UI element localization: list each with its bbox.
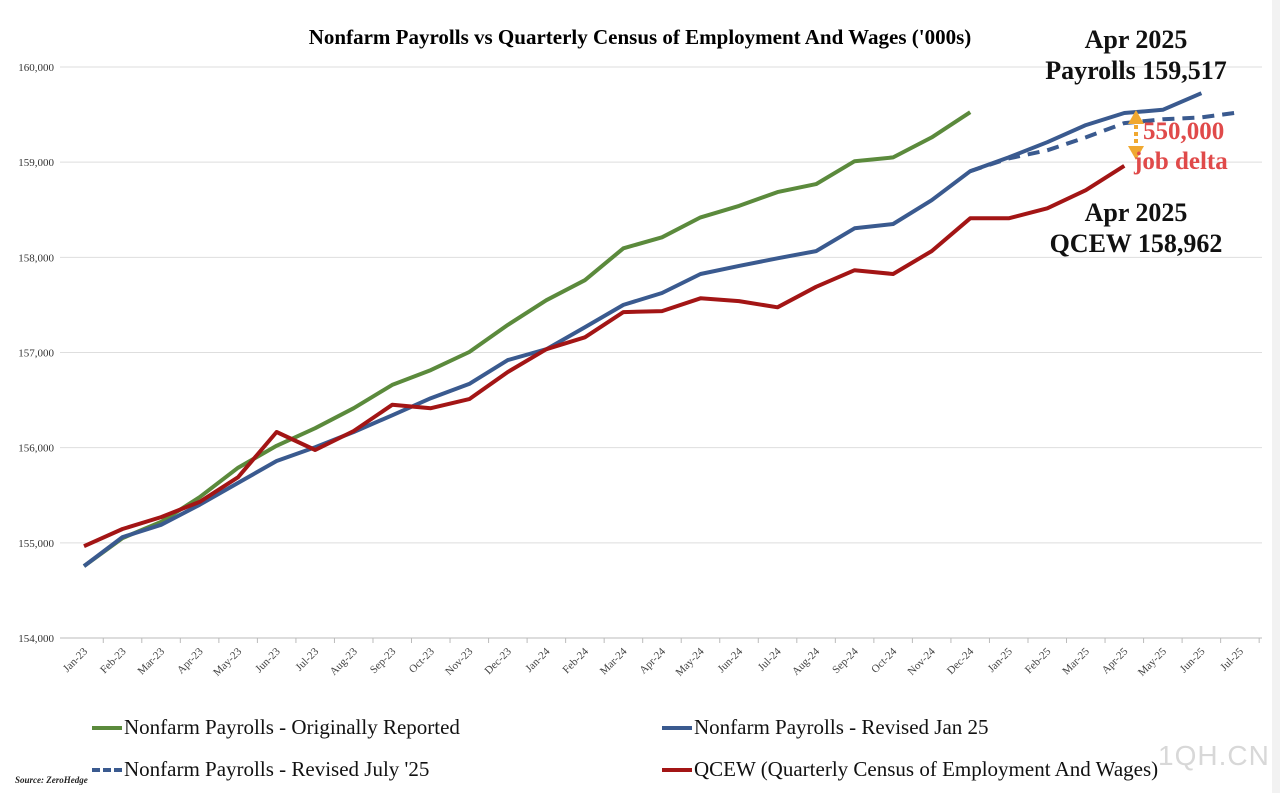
x-tick-label: Sep-24 <box>830 645 861 676</box>
chart-title: Nonfarm Payrolls vs Quarterly Census of … <box>309 25 971 49</box>
x-tick-label: Apr-25 <box>1100 645 1131 676</box>
x-tick-label: May-23 <box>211 645 244 678</box>
legend-item-originally-reported: Nonfarm Payrolls - Originally Reported <box>92 715 460 740</box>
x-tick-label: Jan-24 <box>523 645 553 675</box>
y-tick-label: 155,000 <box>18 538 54 550</box>
y-tick-label: 160,000 <box>18 62 54 74</box>
y-tick-label: 159,000 <box>18 157 54 169</box>
x-tick-label: Aug-23 <box>328 645 361 678</box>
x-tick-label: Mar-25 <box>1060 645 1092 677</box>
legend-swatch <box>662 725 692 730</box>
legend-item-revised-july25: Nonfarm Payrolls - Revised July '25 <box>92 757 429 782</box>
x-tick-label: Nov-24 <box>906 645 939 678</box>
x-tick-label: May-24 <box>673 645 706 678</box>
payrolls-annotation-line1: Apr 2025 <box>1085 25 1188 54</box>
x-tick-label: Mar-24 <box>598 645 630 677</box>
x-tick-label: Feb-23 <box>98 645 129 676</box>
legend-item-qcew: QCEW (Quarterly Census of Employment And… <box>662 757 1158 782</box>
x-tick-label: Feb-24 <box>560 645 591 676</box>
x-tick-label: Oct-23 <box>407 645 437 675</box>
series-line-1 <box>82 91 1203 568</box>
y-tick-label: 156,000 <box>18 443 54 455</box>
legend-item-revised-jan25: Nonfarm Payrolls - Revised Jan 25 <box>662 715 989 740</box>
source-note: Source: ZeroHedge <box>15 775 88 785</box>
y-tick-label: 157,000 <box>18 348 54 360</box>
x-tick-label: Jun-25 <box>1178 645 1208 675</box>
x-tick-label: Sep-23 <box>368 645 399 676</box>
qcew-annotation-line1: Apr 2025 <box>1085 198 1188 227</box>
x-tick-label: Jun-24 <box>715 645 745 675</box>
y-tick-label: 154,000 <box>18 633 54 645</box>
x-tick-label: Mar-23 <box>136 645 168 677</box>
legend-swatch <box>662 767 692 772</box>
x-tick-label: Nov-23 <box>443 645 476 678</box>
series-line-0 <box>82 110 972 568</box>
watermark: 1QH.CN <box>1158 740 1270 771</box>
delta-arrow <box>1128 110 1144 160</box>
delta-annotation-line1: 550,000 <box>1143 118 1224 145</box>
x-tick-label: Oct-24 <box>869 645 899 675</box>
legend-swatch <box>92 767 122 772</box>
x-tick-label: Dec-23 <box>483 645 515 677</box>
x-tick-label: Jan-25 <box>986 645 1016 675</box>
legend-swatch <box>92 725 122 730</box>
series-line-3 <box>83 164 1126 549</box>
legend-label: QCEW (Quarterly Census of Employment And… <box>694 757 1159 781</box>
legend-label: Nonfarm Payrolls - Originally Reported <box>124 715 460 739</box>
x-tick-label: Dec-24 <box>945 645 977 677</box>
x-tick-label: Jul-24 <box>756 645 784 673</box>
x-tick-label: Apr-24 <box>637 645 668 676</box>
legend-label: Nonfarm Payrolls - Revised Jan 25 <box>694 715 989 739</box>
x-tick-label: May-25 <box>1136 645 1169 678</box>
payrolls-annotation-line2: Payrolls 159,517 <box>1045 56 1227 85</box>
x-tick-label: Aug-24 <box>790 645 823 678</box>
frame-edge <box>1272 0 1280 793</box>
qcew-annotation-line2: QCEW 158,962 <box>1050 229 1223 258</box>
x-tick-label: Jul-23 <box>293 645 321 673</box>
x-tick-label: Jan-23 <box>61 645 91 675</box>
x-tick-label: Apr-23 <box>175 645 206 676</box>
series-line-2 <box>969 110 1241 174</box>
delta-annotation-line2: job delta <box>1133 148 1228 175</box>
x-tick-label: Feb-25 <box>1023 645 1054 676</box>
x-tick-label: Jun-23 <box>253 645 283 675</box>
y-tick-label: 158,000 <box>18 252 54 264</box>
legend-label: Nonfarm Payrolls - Revised July '25 <box>124 757 430 781</box>
x-tick-label: Jul-25 <box>1218 645 1246 673</box>
